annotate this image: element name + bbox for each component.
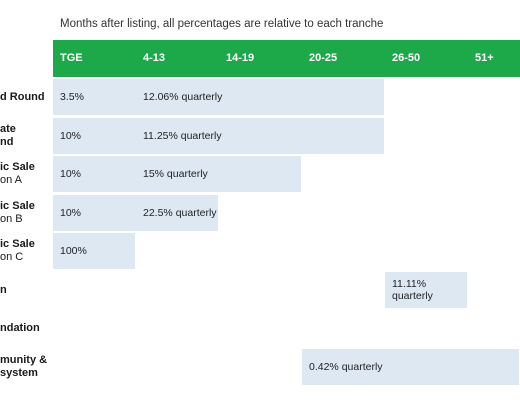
row-label: ic Sale on A	[0, 156, 52, 192]
row-label-line: n	[0, 283, 7, 296]
row-label-line: ate	[0, 122, 16, 135]
vesting-bar	[53, 117, 384, 154]
column-header-3: 20-25	[309, 52, 338, 64]
row-label-sub: on A	[0, 174, 23, 187]
vesting-bar	[385, 272, 467, 308]
column-header-5: 51+	[475, 52, 494, 64]
row-label: d Round	[0, 79, 52, 115]
row-label-line: ic Sale	[0, 238, 35, 251]
row-label-line: munity &	[0, 354, 48, 367]
row-label: munity & system	[0, 349, 52, 385]
row-label-sub: on B	[0, 212, 23, 225]
row-label-line: ic Sale	[0, 199, 35, 212]
row-label: ic Sale on B	[0, 195, 52, 231]
cell-value: 10%	[60, 129, 82, 142]
cell-value-line: quarterly	[392, 290, 433, 302]
cell-value: 22.5% quarterly	[143, 206, 217, 219]
column-header-bar: TGE 4-13 14-19 20-25 26-50 51+	[53, 40, 520, 77]
row-label-line: ndation	[0, 322, 40, 335]
vesting-bar	[53, 79, 384, 115]
row-label-sub: on C	[0, 251, 24, 264]
row-label-line: d Round	[0, 90, 45, 103]
row-label-line: system	[0, 367, 38, 380]
row-label: ndation	[0, 311, 52, 347]
column-header-0: TGE	[60, 52, 83, 64]
row-label: n	[0, 272, 52, 308]
row-label-line: ic Sale	[0, 161, 35, 174]
cell-value: 12.06% quarterly	[143, 91, 223, 103]
vesting-bar	[53, 156, 301, 193]
column-header-2: 14-19	[226, 52, 255, 64]
cell-value: 0.42% quarterly	[309, 361, 383, 374]
chart-subtitle: Months after listing, all percentages ar…	[60, 18, 384, 30]
vesting-bar	[53, 194, 218, 231]
cell-value-line: 11.11%	[392, 278, 427, 290]
column-header-4: 26-50	[392, 52, 421, 64]
row-label-line: nd	[0, 135, 14, 148]
cell-value: 10%	[60, 168, 82, 181]
cell-value: 3.5%	[60, 91, 84, 103]
vesting-bar	[302, 349, 519, 386]
vesting-bar	[53, 233, 135, 270]
cell-value: 100%	[60, 245, 87, 258]
cell-value: 10%	[60, 206, 82, 219]
row-label: ic Sale on C	[0, 233, 52, 269]
cell-value: 15% quarterly	[143, 168, 208, 181]
row-label: ate nd	[0, 118, 52, 154]
column-header-1: 4-13	[143, 52, 166, 64]
cell-value: 11.11% quarterly	[392, 272, 433, 308]
cell-value: 11.25% quarterly	[143, 129, 222, 142]
